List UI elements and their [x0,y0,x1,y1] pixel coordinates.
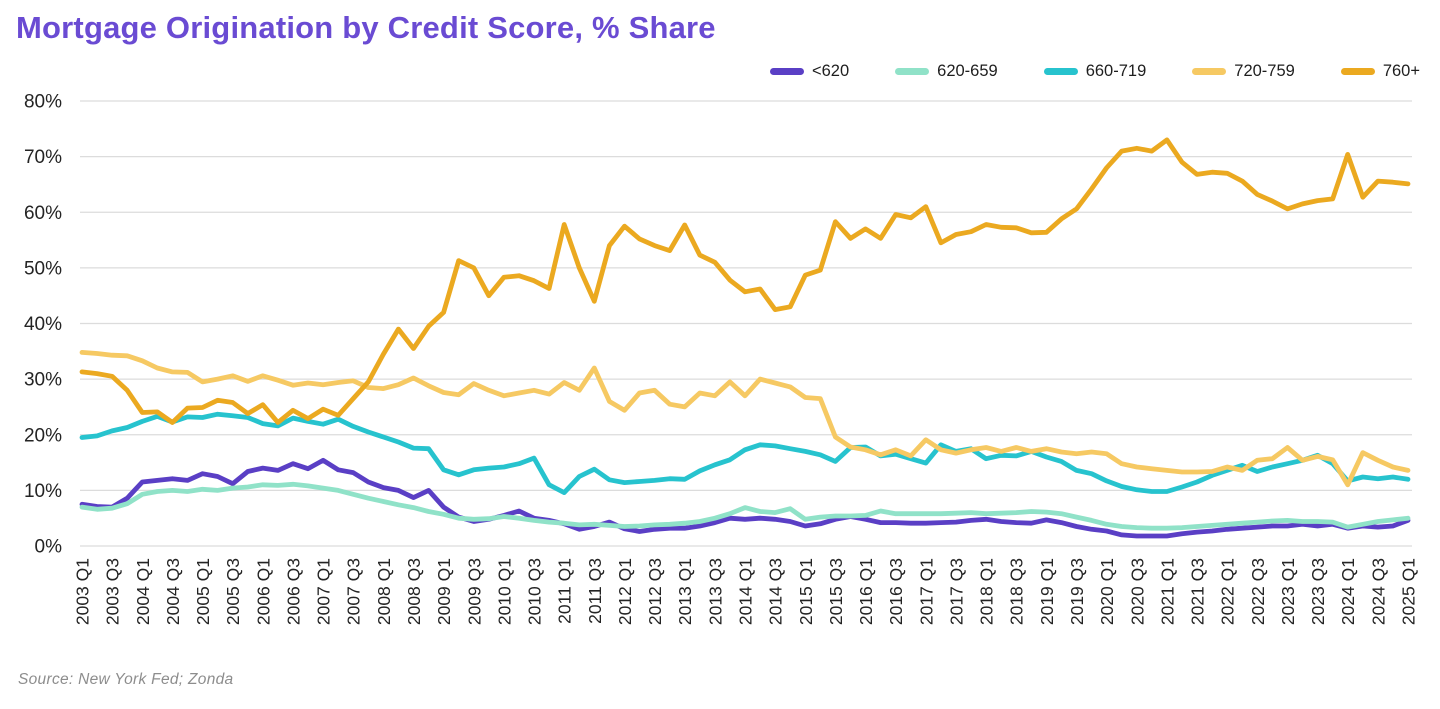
x-axis: 2003 Q1 2003 Q3 2004 Q1 2004 Q3 2005 Q1 2005 … [73,558,1419,625]
x-tick-label: 2023 Q3 [1308,558,1328,625]
legend-swatch-icon [1043,68,1078,75]
x-tick-label: 2009 Q1 [434,558,454,625]
x-tick-label: 2020 Q3 [1127,558,1147,625]
legend-label: 620-659 [937,62,998,80]
legend-swatch-icon [895,68,930,75]
x-tick-label: 2005 Q3 [223,558,243,625]
source-note: Source: New York Fed; Zonda [18,671,234,688]
x-tick-label: 2024 Q3 [1368,558,1388,625]
x-tick-label: 2005 Q1 [193,558,213,625]
y-tick-label: 0% [35,537,63,558]
x-tick-label: 2025 Q1 [1399,558,1419,625]
x-tick-label: 2003 Q1 [73,558,93,625]
x-tick-label: 2012 Q1 [615,558,635,625]
x-tick-label: 2004 Q1 [133,558,153,625]
y-tick-label: 70% [24,147,62,168]
x-tick-label: 2008 Q3 [404,558,424,625]
legend-label: 660-719 [1085,62,1147,80]
x-tick-label: 2016 Q3 [886,558,906,625]
y-axis: 80% 70% 60% 50% 40% 30% 20% 10% 0% [24,92,1412,558]
legend-item-3: 720-759 [1192,62,1295,81]
legend-item-1: 620-659 [895,62,998,81]
x-tick-label: 2006 Q1 [253,558,273,625]
legend-item-2: 660-719 [1043,62,1147,81]
y-tick-label: 60% [24,203,62,224]
x-tick-label: 2014 Q1 [736,558,756,625]
x-tick-label: 2021 Q3 [1188,558,1208,625]
x-tick-label: 2017 Q1 [916,558,936,625]
x-tick-label: 2007 Q3 [344,558,364,625]
x-tick-label: 2020 Q1 [1097,558,1117,625]
y-tick-label: 20% [24,425,62,446]
x-tick-label: 2011 Q3 [585,558,605,624]
x-tick-label: 2013 Q3 [705,558,725,625]
series-line-620-659 [79,481,1411,531]
x-tick-label: 2016 Q1 [856,558,876,625]
x-tick-label: 2018 Q3 [1007,558,1027,625]
x-tick-label: 2019 Q3 [1067,558,1087,625]
legend-swatch-icon [769,68,804,75]
x-tick-label: 2022 Q3 [1248,558,1268,625]
x-tick-label: 2011 Q1 [555,558,575,624]
series-line-660-719 [79,411,1411,496]
legend-item-4: 760+ [1340,62,1420,81]
x-tick-label: 2021 Q1 [1157,558,1177,625]
x-tick-label: 2006 Q3 [284,558,304,625]
x-tick-label: 2017 Q3 [947,558,967,625]
x-tick-label: 2023 Q1 [1278,558,1298,625]
y-tick-label: 50% [24,258,62,279]
x-tick-label: 2010 Q3 [525,558,545,625]
series-line-620 [79,457,1411,539]
x-tick-label: 2018 Q1 [977,558,997,625]
legend-swatch-icon [1192,68,1227,75]
x-tick-label: 2019 Q1 [1037,558,1057,625]
page-title: Mortgage Origination by Credit Score, % … [16,10,716,45]
series-line-720-759 [79,349,1411,488]
y-tick-label: 40% [24,314,62,335]
legend-swatch-icon [1340,68,1375,75]
series-line-760+ [79,137,1411,425]
y-tick-label: 30% [24,370,62,391]
x-tick-label: 2003 Q3 [103,558,123,625]
legend-label: <620 [811,62,850,80]
y-tick-label: 10% [24,481,62,502]
x-tick-label: 2012 Q3 [645,558,665,625]
legend-label: 720-759 [1234,62,1295,80]
x-tick-label: 2004 Q3 [163,558,183,625]
x-tick-label: 2007 Q1 [314,558,334,625]
x-tick-label: 2015 Q3 [826,558,846,625]
x-tick-label: 2014 Q3 [766,558,786,625]
chart-legend: <620 620-659 660-719 720-759 760+ [769,62,1420,81]
legend-label: 760+ [1382,62,1420,80]
x-tick-label: 2010 Q1 [494,558,514,625]
x-tick-label: 2008 Q1 [374,558,394,625]
x-tick-label: 2009 Q3 [464,558,484,625]
x-tick-label: 2022 Q1 [1218,558,1238,625]
x-tick-label: 2013 Q1 [675,558,695,625]
x-tick-label: 2015 Q1 [796,558,816,625]
legend-item-0: <620 [769,62,850,81]
x-tick-label: 2024 Q1 [1338,558,1358,625]
y-tick-label: 80% [24,92,62,113]
